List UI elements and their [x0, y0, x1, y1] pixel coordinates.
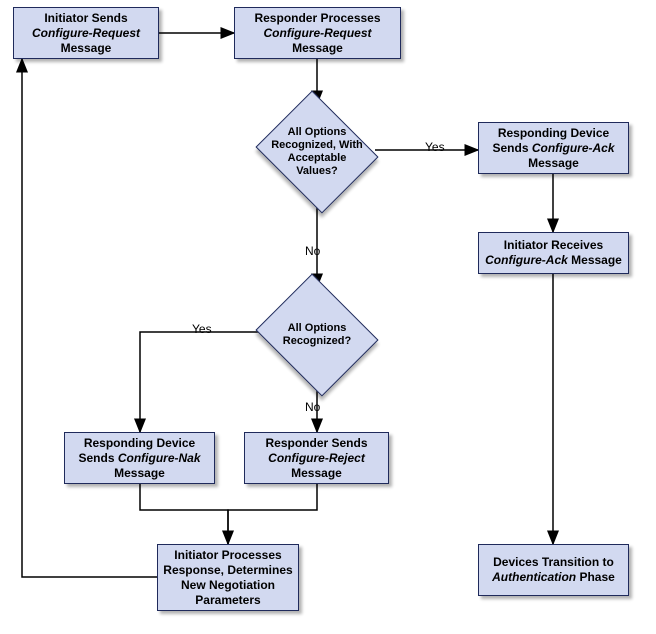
- edge-d2-n5: [140, 332, 260, 432]
- node-n4: Initiator ReceivesConfigure-Ack Message: [478, 232, 629, 274]
- node-n5: Responding DeviceSends Configure-NakMess…: [64, 432, 215, 484]
- node-n3: Responding DeviceSends Configure-AckMess…: [478, 122, 629, 174]
- node-d2: All OptionsRecognized?: [252, 280, 382, 390]
- node-n7: Initiator ProcessesResponse, DeterminesN…: [157, 544, 299, 611]
- node-n2: Responder ProcessesConfigure-RequestMess…: [234, 7, 401, 59]
- flowchart-canvas: Initiator SendsConfigure-RequestMessage R…: [0, 0, 656, 634]
- label-no1: No: [305, 244, 320, 258]
- edge-n7-n1: [22, 59, 157, 577]
- node-n6: Responder SendsConfigure-RejectMessage: [244, 432, 389, 484]
- edge-n5-n7: [140, 484, 228, 544]
- label-yes1: Yes: [425, 140, 445, 154]
- label-no2: No: [305, 400, 320, 414]
- label-yes2: Yes: [192, 322, 212, 336]
- node-d1: All OptionsRecognized, WithAcceptableVal…: [252, 97, 382, 207]
- node-n8: Devices Transition toAuthentication Phas…: [478, 544, 629, 596]
- node-n1: Initiator SendsConfigure-RequestMessage: [13, 7, 159, 59]
- edge-n6-n7: [228, 484, 317, 544]
